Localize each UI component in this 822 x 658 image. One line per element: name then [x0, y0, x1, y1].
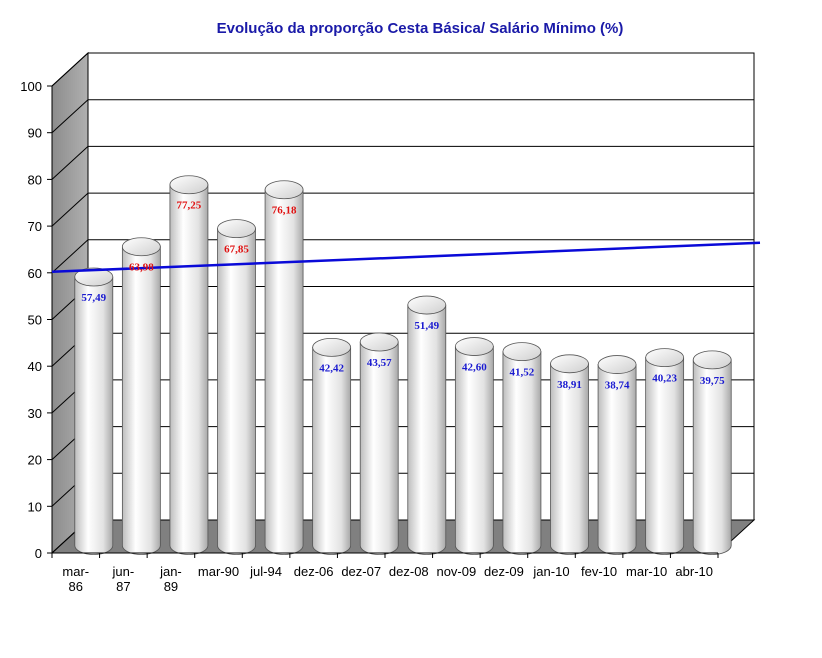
bar-body: [454, 346, 494, 555]
bar-body: [550, 363, 589, 555]
bar-top: [550, 354, 589, 374]
x-tick-label: nov-09: [436, 564, 476, 579]
bar: [502, 342, 542, 555]
bar-body: [217, 228, 256, 555]
bar-body: [502, 351, 542, 555]
data-label: 38,91: [557, 379, 582, 391]
bar-body: [597, 364, 637, 555]
y-tick-label: 60: [28, 266, 42, 281]
bar-top: [312, 337, 352, 357]
bar: [169, 175, 209, 555]
data-label: 42,42: [319, 362, 344, 374]
y-tick-label: 90: [28, 126, 42, 141]
reference-line-60: [51, 241, 761, 274]
bar: [645, 348, 685, 555]
data-label: 67,85: [224, 244, 249, 256]
bar: [74, 267, 114, 555]
bar: [359, 332, 399, 555]
bar-top: [597, 355, 637, 374]
x-axis: mar-86 jun-87 jan-89 mar-90 jul-94 dez-06 dez-…: [51, 552, 719, 594]
data-label: 76,18: [272, 205, 297, 217]
x-tick-label: jan-: [159, 564, 182, 579]
y-tick-label: 40: [28, 359, 42, 374]
bar-top: [217, 219, 256, 239]
x-tick-label: dez-06: [294, 564, 334, 579]
y-tick-label: 70: [28, 219, 42, 234]
bar-body: [169, 184, 209, 555]
bar-top: [74, 267, 114, 287]
bar-body: [121, 246, 161, 555]
data-label: 43,57: [367, 357, 392, 369]
bar-body: [359, 341, 399, 555]
y-tick-label: 30: [28, 406, 42, 421]
x-tick-label: jun-: [112, 564, 135, 579]
bar-body: [74, 276, 114, 555]
x-tick-label: dez-08: [389, 564, 429, 579]
bar-top: [169, 175, 209, 195]
bar: [550, 354, 589, 555]
gridline-diagonal: [51, 146, 89, 180]
x-tick-label: jul-94: [249, 564, 282, 579]
data-label: 40,23: [652, 373, 677, 385]
bar-body: [407, 304, 447, 555]
data-labels: 57,49 63,98 77,25 67,85 76,18 42,42 43,57 51,49…: [81, 200, 725, 392]
bar: [264, 180, 304, 555]
y-tick-label: 10: [28, 499, 42, 514]
bar: [217, 219, 256, 555]
gridline-diagonal: [51, 99, 89, 134]
gridline-diagonal: [51, 52, 89, 87]
data-label: 77,25: [177, 200, 202, 212]
bar-body: [264, 189, 304, 555]
x-tick-label: mar-90: [198, 564, 239, 579]
y-tick-label: 80: [28, 172, 42, 187]
y-tick-label: 100: [20, 79, 42, 94]
x-tick-label: mar-10: [626, 564, 667, 579]
x-tick-label: 89: [164, 579, 178, 594]
bar-body: [312, 346, 352, 555]
data-label: 51,49: [414, 320, 439, 332]
bar-top: [407, 295, 447, 315]
reference-line: [51, 241, 761, 274]
bar-top: [692, 350, 732, 370]
x-tick-label: fev-10: [581, 564, 617, 579]
bar-body: [645, 357, 685, 555]
data-label: 57,49: [81, 292, 106, 304]
x-tick-label: dez-07: [341, 564, 381, 579]
data-label: 38,74: [605, 380, 630, 392]
bar: [454, 337, 494, 555]
x-tick-label: 87: [116, 579, 130, 594]
bar: [312, 337, 352, 555]
data-label: 63,98: [129, 262, 154, 274]
bar-top: [502, 342, 542, 362]
bar-top: [264, 180, 304, 200]
x-tick-label: 86: [69, 579, 83, 594]
bar-top: [645, 348, 685, 368]
bar: [597, 355, 637, 555]
bar-body: [692, 359, 732, 555]
y-tick-label: 0: [35, 546, 42, 561]
x-tick-label: dez-09: [484, 564, 524, 579]
y-axis: 0 10 20 30 40 50 60 70 80 90 100: [20, 79, 53, 561]
x-tick-label: jan-10: [532, 564, 569, 579]
bar: [692, 350, 732, 555]
x-tick-label: abr-10: [675, 564, 713, 579]
y-tick-label: 20: [28, 453, 42, 468]
gridline-diagonal: [51, 239, 89, 274]
data-label: 39,75: [700, 375, 725, 387]
gridline-diagonal: [51, 192, 89, 227]
data-label: 42,60: [462, 362, 487, 374]
bar-top: [121, 237, 161, 257]
bar-top: [359, 332, 399, 352]
data-label: 41,52: [510, 367, 535, 379]
x-tick-label: mar-: [62, 564, 89, 579]
bar-top: [454, 337, 494, 356]
bar: [121, 237, 161, 555]
chart-title: Evolução da proporção Cesta Básica/ Salá…: [217, 20, 624, 37]
y-tick-label: 50: [28, 313, 42, 328]
bar: [407, 295, 447, 555]
bar-series: [74, 175, 732, 555]
